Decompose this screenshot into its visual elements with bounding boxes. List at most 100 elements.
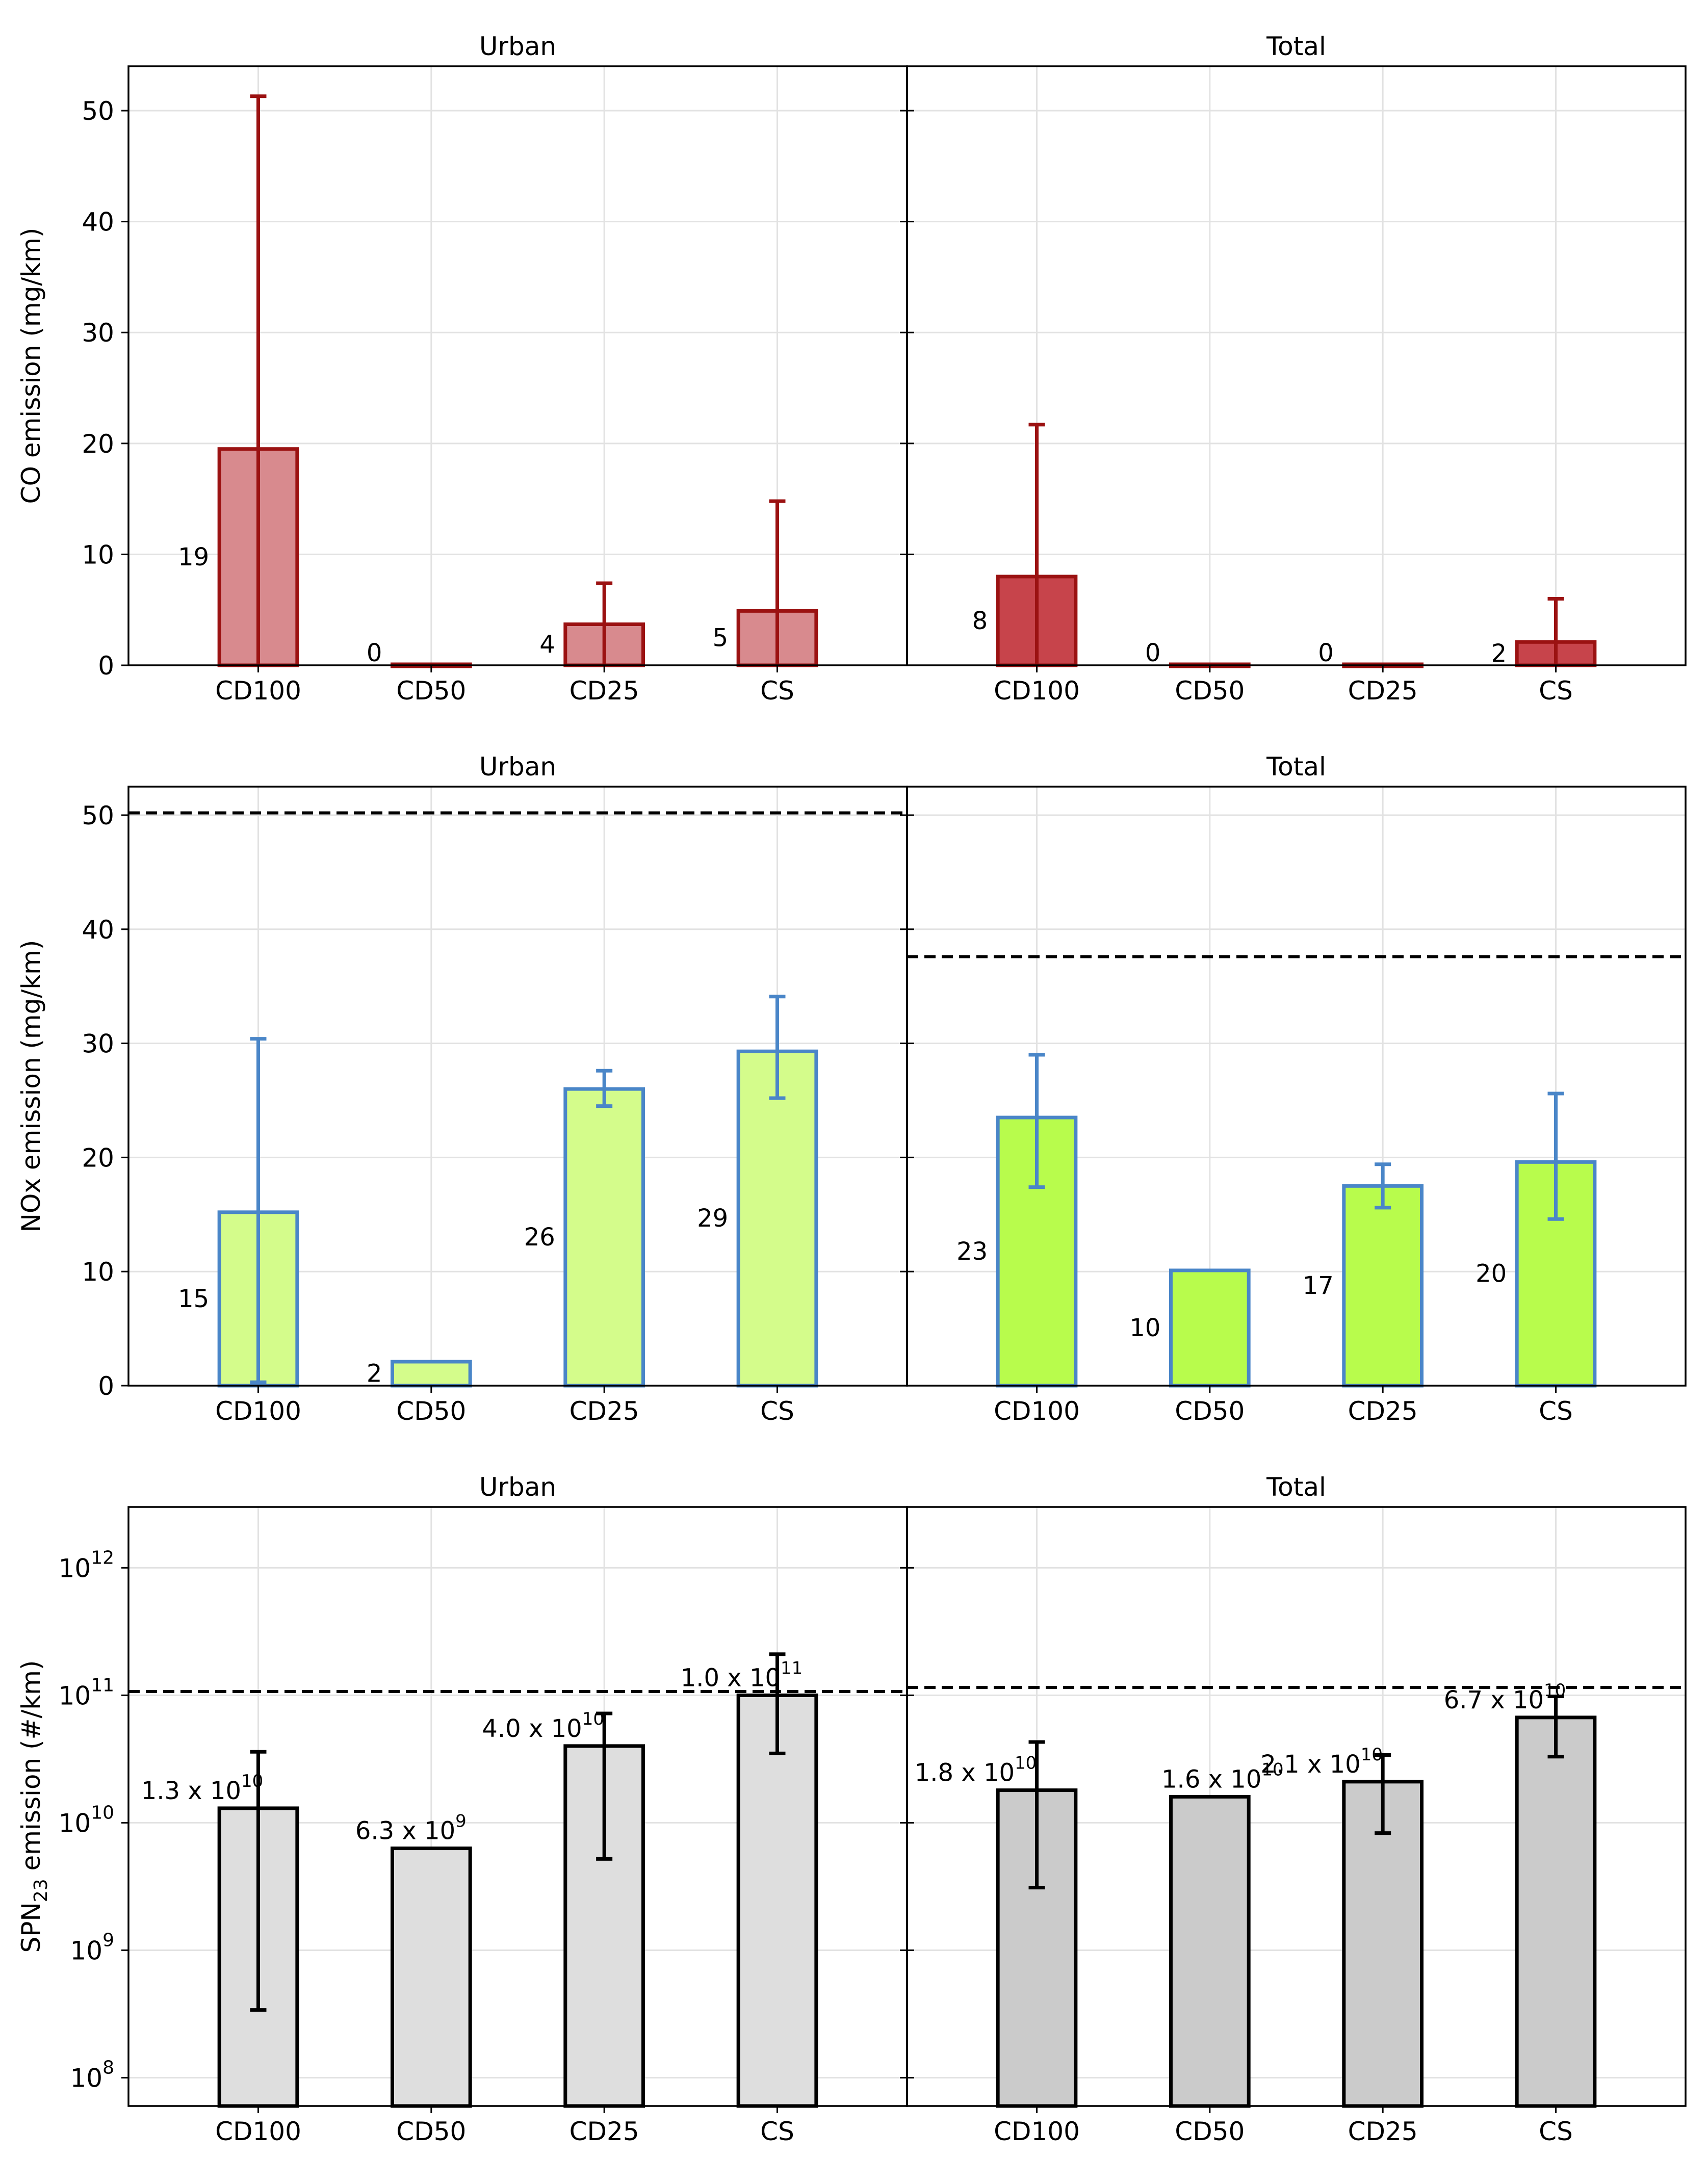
bar-cd50: [390, 1847, 472, 2108]
x-tick-label: CD25: [1348, 1396, 1418, 1426]
error-bar-cd25: [1375, 1162, 1391, 1210]
chart-panel-2-urban: Urban 0 10 20 30 40 50 CD100 CD50 CD25 CS NOx emiss…: [16, 752, 908, 1426]
value-label-cd50: 2: [367, 1360, 382, 1388]
y-tick-label: 109: [70, 1930, 114, 1965]
error-bar-cs: [769, 995, 786, 1100]
x-tick-label: CD25: [570, 2117, 639, 2146]
value-label-cs: 5: [713, 624, 729, 653]
error-bar-cs: [769, 1652, 786, 1755]
y-axis-label: CO emission (mg/km): [16, 228, 46, 504]
y-tick-label: 0: [98, 651, 114, 681]
y-tick-label: 40: [82, 207, 114, 237]
value-label-cd50: 0: [367, 639, 382, 667]
error-bar-cd100: [1028, 423, 1045, 665]
error-bar-cs: [769, 499, 786, 665]
y-tick-label: 20: [82, 429, 114, 459]
error-bar-cs: [1547, 1091, 1564, 1221]
value-label-cd25: 4.0 x 1010: [482, 1709, 604, 1743]
axes-frame: [906, 65, 1687, 666]
y-tick-label: 30: [82, 318, 114, 348]
axes-frame: [906, 786, 1687, 1387]
panel-title: Total: [1266, 752, 1326, 782]
error-bar-cd25: [1375, 1753, 1391, 1835]
value-label-cd25: 17: [1303, 1271, 1334, 1300]
panel-title: Urban: [479, 1472, 556, 1502]
x-tick-label: CD100: [215, 676, 301, 706]
error-bar-cd100: [1028, 1053, 1045, 1189]
y-tick-label: 30: [82, 1029, 114, 1059]
x-tick-label: CD25: [1348, 676, 1418, 706]
x-tick-label: CS: [1539, 1396, 1573, 1426]
y-tick-label: 1012: [59, 1547, 114, 1583]
x-tick-label: CD50: [1175, 2117, 1245, 2146]
y-tick-label: 108: [70, 2058, 114, 2093]
bar-cd50: [1169, 1795, 1251, 2108]
y-tick-label: 20: [82, 1143, 114, 1173]
panel-title: Urban: [479, 752, 556, 782]
axes-frame: [906, 1506, 1687, 2107]
x-tick-label: CS: [1539, 2117, 1573, 2146]
x-tick-label: CD100: [994, 2117, 1080, 2146]
x-tick-label: CD25: [570, 676, 639, 706]
y-tick-label: 1011: [59, 1675, 114, 1710]
x-tick-label: CD50: [396, 676, 466, 706]
error-bar-cd100: [250, 1037, 267, 1384]
panel-title: Total: [1266, 32, 1326, 61]
bar-cd50: [1169, 1268, 1251, 1388]
error-bar-cd25: [596, 581, 613, 665]
x-tick-label: CD25: [570, 1396, 639, 1426]
value-label-cd100: 1.3 x 1010: [141, 1771, 264, 1805]
y-tick-label: 10: [82, 1257, 114, 1287]
value-label-cs: 29: [697, 1204, 728, 1233]
chart-panel-3-urban: Urban 108 109 1010 1011 1012 CD100 CD50 CD25 CS SP…: [16, 1472, 908, 2146]
value-label-cd100: 15: [178, 1285, 209, 1313]
error-bar-cd25: [596, 1069, 613, 1108]
error-bar-cd100: [250, 94, 267, 665]
y-axis-label: SPN23 emission (#/km): [16, 1660, 51, 1953]
bar-cd50: [390, 1360, 472, 1388]
error-bar-cd100: [250, 1750, 267, 2012]
value-label-cd50: 0: [1145, 639, 1161, 667]
x-tick-label: CD100: [994, 676, 1080, 706]
value-label-cd50: 1.6 x 1010: [1161, 1759, 1284, 1793]
error-bar-cd25: [596, 1711, 613, 1861]
x-tick-label: CD100: [215, 2117, 301, 2146]
x-tick-label: CS: [760, 2117, 794, 2146]
x-tick-label: CS: [1539, 676, 1573, 706]
value-label-cs: 6.7 x 1010: [1444, 1680, 1566, 1714]
bar-cs: [736, 1693, 818, 2108]
value-label-cd25: 26: [524, 1223, 555, 1252]
bar-cd25: [563, 1087, 645, 1388]
x-tick-label: CD50: [1175, 1396, 1245, 1426]
x-tick-label: CD50: [396, 2117, 466, 2146]
chart-panel-2-total: Total CD100 CD50 CD25 CS 23 10 17 20: [900, 752, 1687, 1426]
bar-cs: [736, 1049, 818, 1388]
y-axis-label: NOx emission (mg/km): [16, 940, 46, 1233]
value-label-cd50: 10: [1129, 1314, 1160, 1342]
x-tick-label: CD100: [994, 1396, 1080, 1426]
y-tick-label: 40: [82, 915, 114, 945]
value-label-cd25: 4: [539, 631, 555, 659]
y-tick-label: 50: [82, 96, 114, 126]
value-label-cs: 20: [1476, 1260, 1507, 1288]
panel-title: Urban: [479, 32, 556, 61]
chart-panel-3-total: Total CD100 CD50 CD25 CS 1.8 x 1010 1.6 x 1010…: [900, 1472, 1687, 2146]
x-tick-label: CS: [760, 676, 794, 706]
x-tick-label: CD50: [1175, 676, 1245, 706]
value-label-cd50: 6.3 x 109: [355, 1811, 467, 1845]
value-label-cs: 1.0 x 1011: [681, 1658, 803, 1692]
value-label-cd100: 1.8 x 1010: [915, 1753, 1037, 1787]
error-bar-cs: [1547, 1695, 1564, 1759]
x-tick-label: CD25: [1348, 2117, 1418, 2146]
x-tick-label: CD100: [215, 1396, 301, 1426]
value-label-cd100: 19: [178, 543, 209, 571]
value-label-cd25: 2.1 x 1010: [1260, 1745, 1383, 1779]
y-tick-label: 1010: [59, 1802, 114, 1838]
error-bar-cd100: [1028, 1740, 1045, 1890]
x-tick-label: CD50: [396, 1396, 466, 1426]
bar-cd25: [1342, 1184, 1424, 1388]
bar-cs: [1515, 1715, 1597, 2108]
y-tick-label: 10: [82, 540, 114, 569]
